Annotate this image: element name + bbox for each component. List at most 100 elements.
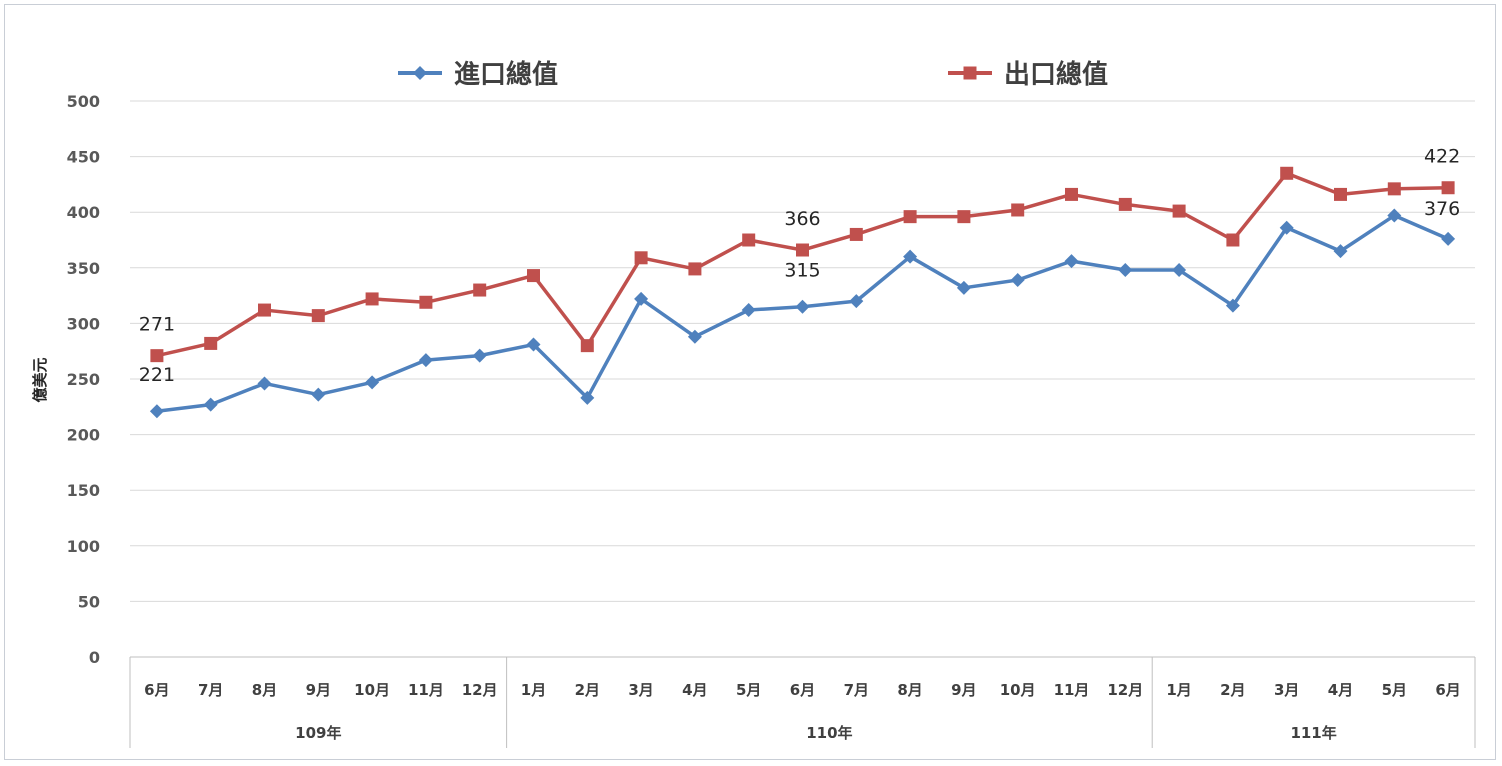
series-0-point [634,291,649,306]
series-0-point [849,294,864,309]
legend-marker-1 [963,66,977,80]
series-1-point [1226,233,1240,247]
x-tick-label: 7月 [844,681,869,699]
series-1-point [365,292,379,306]
series-0-point [472,348,487,363]
y-tick-label: 500 [67,92,100,111]
series-0-point [1172,263,1187,278]
x-tick-label: 2月 [575,681,600,699]
year-group-label: 109年 [295,724,341,742]
data-label-export: 422 [1424,146,1460,168]
series-0-point [1441,231,1456,246]
series-0-point [1279,220,1294,235]
x-tick-label: 4月 [1328,681,1353,699]
series-0-point [203,397,218,412]
data-label-export: 271 [139,314,175,336]
y-tick-label: 350 [67,259,100,278]
series-1-point [419,295,433,309]
series-1-point [527,269,540,283]
series-1-point [311,309,325,323]
data-label-import: 221 [139,364,175,386]
x-tick-label: 9月 [951,681,976,699]
legend-marker-0 [413,66,427,80]
legend-label-1: 出口總值 [1004,59,1108,90]
x-tick-label: 8月 [897,681,922,699]
series-1-point [1065,187,1078,201]
series-1-point [957,210,971,224]
x-tick-label: 11月 [1054,681,1090,699]
y-tick-label: 200 [67,426,100,445]
series-1-point [903,210,917,224]
x-tick-label: 12月 [462,681,498,699]
series-0-point [1118,263,1133,278]
series-0-point [956,280,971,295]
x-tick-label: 6月 [1435,681,1460,699]
series-0-point [580,390,595,405]
series-1-point [580,339,594,353]
year-group-label: 111年 [1290,724,1336,742]
x-tick-label: 6月 [790,681,815,699]
x-tick-label: 3月 [628,681,653,699]
series-1-point [634,251,648,265]
data-label-import: 376 [1424,198,1460,220]
series-1-point [796,243,809,257]
series-0-point [903,249,918,264]
series-0-point [1387,208,1402,223]
data-label-import: 315 [784,260,820,282]
x-tick-label: 8月 [252,681,277,699]
x-tick-label: 1月 [1166,681,1191,699]
x-tick-label: 6月 [144,681,169,699]
series-1-point [1334,187,1347,201]
series-0-point [526,337,541,352]
series-1-point [258,303,271,317]
x-tick-label: 7月 [198,681,223,699]
series-0-point [1010,273,1025,288]
series-0-point [365,375,380,390]
series-0-point [149,404,164,419]
series-1-point [1280,166,1294,180]
series-1-point [1387,182,1401,196]
series-0-point [741,303,756,318]
series-0-point [795,299,810,314]
series-0-point [418,353,433,368]
x-tick-label: 5月 [1382,681,1407,699]
series-1-point [1118,197,1132,211]
y-tick-label: 0 [89,648,100,667]
series-0-point [687,329,702,344]
x-tick-label: 2月 [1220,681,1245,699]
x-tick-label: 11月 [408,681,444,699]
series-1-point [849,227,863,241]
y-tick-label: 100 [67,537,100,556]
x-tick-label: 10月 [1000,681,1036,699]
y-tick-label: 50 [78,592,100,611]
year-group-label: 110年 [806,724,852,742]
x-tick-label: 3月 [1274,681,1299,699]
chart-frame [4,4,1496,760]
series-0-point [311,387,326,402]
series-1-point [150,349,164,363]
series-1-point [1172,204,1186,218]
series-1-point [688,262,702,276]
x-tick-label: 12月 [1107,681,1143,699]
x-tick-label: 4月 [682,681,707,699]
series-0-point [1064,254,1079,269]
x-tick-label: 5月 [736,681,761,699]
x-tick-label: 9月 [306,681,331,699]
legend-label-0: 進口總值 [454,59,558,90]
x-tick-label: 10月 [354,681,390,699]
y-tick-label: 300 [67,314,100,333]
series-1-point [742,233,756,247]
data-label-export: 366 [784,208,820,230]
y-tick-label: 150 [67,481,100,500]
series-1-point [1011,203,1025,217]
x-tick-label: 1月 [521,681,546,699]
series-1-point [473,283,487,297]
y-tick-label: 250 [67,370,100,389]
y-axis-title: 億美元 [31,357,49,402]
series-0-point [1333,244,1348,259]
series-1-point [1441,181,1455,195]
series-0-point [257,376,272,391]
y-tick-label: 450 [67,148,100,167]
y-tick-label: 400 [67,203,100,222]
